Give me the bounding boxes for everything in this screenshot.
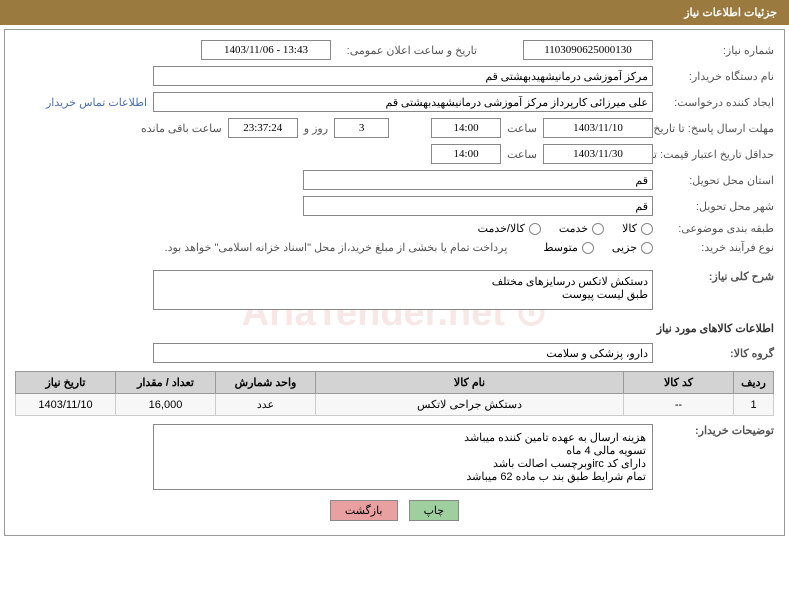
- items-section-title: اطلاعات کالاهای مورد نیاز: [15, 322, 774, 335]
- print-button[interactable]: چاپ: [409, 500, 460, 521]
- row-deadline: مهلت ارسال پاسخ: تا تاریخ ساعت روز و ساع…: [15, 118, 774, 138]
- th-date: تاریخ نیاز: [16, 372, 116, 394]
- items-table: ردیف کد کالا نام کالا واحد شمارش تعداد /…: [15, 371, 774, 416]
- th-qty: تعداد / مقدار: [116, 372, 216, 394]
- radio-goods-service[interactable]: کالا/خدمت: [478, 222, 541, 235]
- button-row: چاپ بازگشت: [15, 500, 774, 521]
- radio-medium-label: متوسط: [543, 241, 578, 254]
- city-input: [303, 196, 653, 216]
- deadline-label: مهلت ارسال پاسخ: تا تاریخ: [659, 122, 774, 135]
- back-button[interactable]: بازگشت: [330, 500, 398, 521]
- hour-label-2: ساعت: [507, 148, 537, 161]
- row-buyer: نام دستگاه خریدار: [15, 66, 774, 86]
- radio-partial-label: جزیی: [612, 241, 637, 254]
- radio-goods-label: کالا: [622, 222, 637, 235]
- group-input: [153, 343, 653, 363]
- validity-date-input: [543, 144, 653, 164]
- buyer-notes-label: توضیحات خریدار: [659, 424, 774, 437]
- th-code: کد کالا: [624, 372, 734, 394]
- group-label: گروه کالا: [659, 347, 774, 360]
- th-name: نام کالا: [316, 372, 624, 394]
- desc-label: شرح کلی نیاز: [659, 270, 774, 283]
- validity-label: حداقل تاریخ اعتبار قیمت: تا تاریخ: [659, 148, 774, 161]
- row-province: استان محل تحویل: [15, 170, 774, 190]
- cell-date: 1403/11/10: [16, 394, 116, 416]
- radio-service[interactable]: خدمت: [559, 222, 604, 235]
- contact-link[interactable]: اطلاعات تماس خریدار: [46, 96, 147, 109]
- category-label: طبقه بندی موضوعی: [659, 222, 774, 235]
- cell-name: دستکش جراحی لاتکس: [316, 394, 624, 416]
- row-city: شهر محل تحویل: [15, 196, 774, 216]
- payment-note: پرداخت تمام یا بخشی از مبلغ خرید،از محل …: [165, 241, 508, 254]
- row-desc: شرح کلی نیاز دستکش لاتکس درسایزهای مختلف…: [15, 270, 774, 310]
- cell-code: --: [624, 394, 734, 416]
- deadline-hour-input: [431, 118, 501, 138]
- desc-textarea: دستکش لاتکس درسایزهای مختلف طبق لیست پیو…: [153, 270, 653, 310]
- remain-time-input: [228, 118, 298, 138]
- row-requester: ایجاد کننده درخواست اطلاعات تماس خریدار: [15, 92, 774, 112]
- cell-row: 1: [734, 394, 774, 416]
- need-no-label: شماره نیاز: [659, 44, 774, 57]
- row-need-no: شماره نیاز تاریخ و ساعت اعلان عمومی: [15, 40, 774, 60]
- radio-partial[interactable]: جزیی: [612, 241, 653, 254]
- row-buyer-notes: توضیحات خریدار هزینه ارسال به عهده تامین…: [15, 424, 774, 490]
- radio-goods[interactable]: کالا: [622, 222, 653, 235]
- requester-input: [153, 92, 653, 112]
- need-no-input: [523, 40, 653, 60]
- radio-service-label: خدمت: [559, 222, 588, 235]
- row-validity: حداقل تاریخ اعتبار قیمت: تا تاریخ ساعت: [15, 144, 774, 164]
- main-panel: ⊙ AriaTender.net شماره نیاز تاریخ و ساعت…: [4, 29, 785, 536]
- row-category: طبقه بندی موضوعی کالا خدمت کالا/خدمت: [15, 222, 774, 235]
- announce-input: [201, 40, 331, 60]
- validity-hour-input: [431, 144, 501, 164]
- deadline-date-input: [543, 118, 653, 138]
- days-input: [334, 118, 389, 138]
- buyer-label: نام دستگاه خریدار: [659, 70, 774, 83]
- radio-goods-service-label: کالا/خدمت: [478, 222, 525, 235]
- radio-medium[interactable]: متوسط: [543, 241, 594, 254]
- city-label: شهر محل تحویل: [659, 200, 774, 213]
- buyer-notes-box: هزینه ارسال به عهده تامین کننده میباشد ت…: [153, 424, 653, 490]
- cell-unit: عدد: [216, 394, 316, 416]
- province-input: [303, 170, 653, 190]
- th-unit: واحد شمارش: [216, 372, 316, 394]
- process-label: نوع فرآیند خرید: [659, 241, 774, 254]
- row-process: نوع فرآیند خرید جزیی متوسط پرداخت تمام ی…: [15, 241, 774, 254]
- announce-label: تاریخ و ساعت اعلان عمومی: [337, 44, 477, 57]
- hour-label-1: ساعت: [507, 122, 537, 135]
- th-row: ردیف: [734, 372, 774, 394]
- days-label: روز و: [304, 122, 328, 135]
- cell-qty: 16,000: [116, 394, 216, 416]
- buyer-input: [153, 66, 653, 86]
- province-label: استان محل تحویل: [659, 174, 774, 187]
- panel-header: جزئیات اطلاعات نیاز: [0, 0, 789, 25]
- table-row: 1 -- دستکش جراحی لاتکس عدد 16,000 1403/1…: [16, 394, 774, 416]
- row-group: گروه کالا: [15, 343, 774, 363]
- remain-label: ساعت باقی مانده: [141, 122, 222, 135]
- requester-label: ایجاد کننده درخواست: [659, 96, 774, 109]
